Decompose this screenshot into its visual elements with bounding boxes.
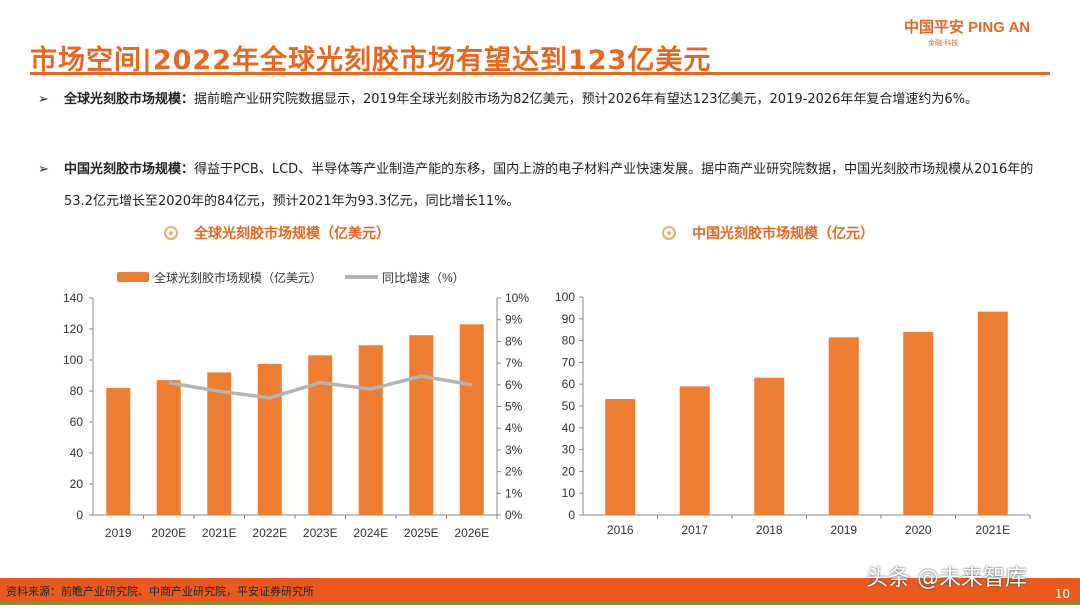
chart-global: 0 20 40 60 80 100 120 140 0% 1% 2% 3% 4% 5% 6% 7% 8% 9% 10… [63,270,529,540]
footer-bar [0,578,1080,602]
x-tick-label: 2024E [353,526,388,540]
circle-bullet-icon [662,226,676,240]
page-number: 10 [1054,587,1070,601]
bar [828,337,859,515]
y2-tick-label: 10% [505,291,529,305]
y-tick-label: 0 [568,508,575,522]
y-tick-label: 0 [76,508,83,522]
bar [308,355,333,515]
y-tick-label: 90 [562,312,576,326]
bullet-text: 据前瞻产业研究院数据显示，2019年全球光刻胶市场为82亿美元，预计2026年有… [194,92,979,107]
y-tick-label: 60 [70,415,84,429]
x-tick-label: 2021E [202,526,237,540]
title-divider [30,72,1050,75]
bar [257,363,282,515]
circle-bullet-icon [164,226,178,240]
bar [409,335,434,515]
legend-label-bar: 全球光刻胶市场规模（亿美元） [154,270,322,285]
arrow-icon: ➢ [38,92,49,107]
bar [358,345,383,515]
y-tick-label: 40 [562,421,576,435]
y2-tick-label: 0% [505,508,523,522]
x-tick-label: 2016 [607,523,634,537]
logo-subtitle: 金融·科技 [928,39,959,47]
bar [605,399,636,515]
x-tick-label: 2017 [681,523,708,537]
y2-tick-label: 3% [505,443,523,457]
y-tick-label: 20 [562,464,576,478]
x-tick-label: 2025E [404,526,439,540]
x-tick-label: 2022E [252,526,287,540]
bullet-text: 得益于PCB、LCD、半导体等产业制造产能的东移，国内上游的电子材料产业快速发展… [64,162,1034,209]
footer-line [0,602,1080,605]
y-tick-label: 80 [70,384,84,398]
bar [903,331,934,515]
bar [977,311,1008,515]
bullet-label: 中国光刻胶市场规模： [64,162,195,177]
y2-tick-label: 9% [505,313,523,327]
y-tick-label: 70 [562,355,576,369]
logo: 中国平安 PING AN [904,19,1031,36]
legend-label-line: 同比增速（%） [382,271,465,285]
y-tick-label: 40 [70,446,84,460]
chart-title-global: 全球光刻胶市场规模（亿美元） [164,223,390,243]
x-tick-label: 2026E [454,526,489,540]
bar [106,387,131,515]
y-tick-label: 10 [562,486,576,500]
y-tick-label: 30 [562,443,576,457]
bar [207,372,232,515]
y-tick-label: 60 [562,377,576,391]
y-tick-label: 50 [562,399,576,413]
legend-swatch-bar [117,272,149,282]
y-tick-label: 100 [555,290,575,304]
bar [679,386,710,515]
x-tick-label: 2019 [105,526,132,540]
y2-tick-label: 7% [505,356,523,370]
x-tick-label: 2020E [151,526,186,540]
y-tick-label: 80 [562,334,576,348]
source-note: 资料来源：前瞻产业研究院、中商产业研究院，平安证券研究所 [6,585,314,598]
watermark: 头条 @未来智库 [866,566,1027,591]
x-tick-label: 2019 [830,523,857,537]
y2-tick-label: 8% [505,334,523,348]
bar [156,380,181,515]
x-tick-label: 2021E [975,523,1010,537]
chart-china: 0 10 20 30 40 50 60 70 80 90 100 2016 2017 2018 2019 20… [555,290,1031,537]
x-tick-label: 2020 [905,523,932,537]
bar [459,324,484,515]
y2-tick-label: 5% [505,400,523,414]
y-tick-label: 140 [63,291,83,305]
bullet-label: 全球光刻胶市场规模： [64,92,195,107]
arrow-icon: ➢ [38,162,49,177]
y2-tick-label: 2% [505,465,523,479]
y-tick-label: 20 [70,477,84,491]
bullet-global: ➢ 全球光刻胶市场规模：据前瞻产业研究院数据显示，2019年全球光刻胶市场为82… [38,84,1048,116]
x-tick-label: 2023E [303,526,338,540]
y2-tick-label: 4% [505,421,523,435]
x-tick-label: 2018 [756,523,783,537]
y-tick-label: 120 [63,322,83,336]
y-tick-label: 100 [63,353,83,367]
y2-tick-label: 6% [505,378,523,392]
y2-tick-label: 1% [505,486,523,500]
page-title: 市场空间|2022年全球光刻胶市场有望达到123亿美元 [30,45,712,76]
bullet-china: ➢ 中国光刻胶市场规模：得益于PCB、LCD、半导体等产业制造产能的东移，国内上… [38,154,1048,218]
chart-title-china: 中国光刻胶市场规模（亿元） [662,223,874,243]
bar [754,377,785,515]
